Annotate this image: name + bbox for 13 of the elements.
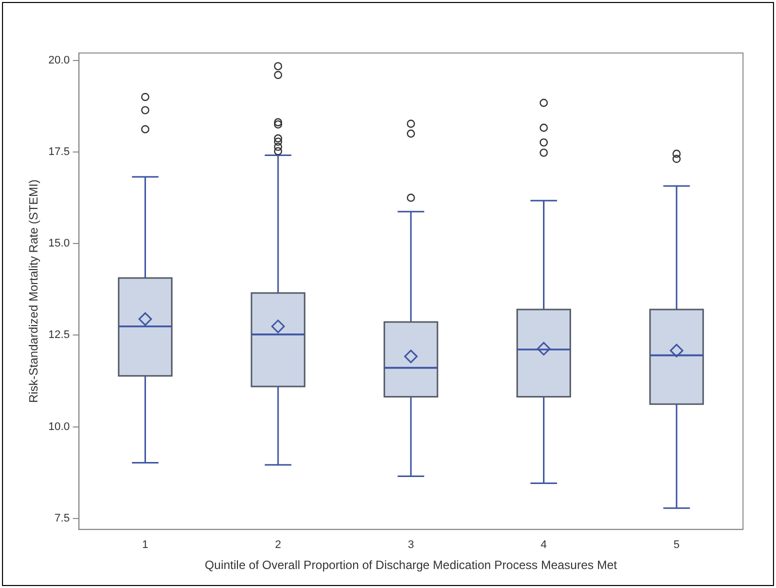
y-axis-title: Risk-Standardized Mortality Rate (STEMI) bbox=[26, 179, 41, 403]
y-tick-label: 10.0 bbox=[48, 420, 70, 433]
x-tick-label: 4 bbox=[540, 539, 547, 552]
y-tick-label: 17.5 bbox=[48, 146, 70, 158]
y-tick-label: 15.0 bbox=[48, 238, 70, 250]
x-tick-label: 3 bbox=[408, 539, 414, 552]
x-tick-label: 5 bbox=[674, 539, 680, 552]
x-axis-title: Quintile of Overall Proportion of Discharge Medication Process Measures Met bbox=[204, 558, 618, 572]
y-tick-label: 7.5 bbox=[54, 512, 70, 524]
x-tick-label: 2 bbox=[275, 539, 282, 552]
y-tick-label: 20.0 bbox=[48, 54, 70, 66]
x-tick-label: 1 bbox=[142, 539, 148, 552]
y-tick-label: 12.5 bbox=[48, 329, 70, 342]
